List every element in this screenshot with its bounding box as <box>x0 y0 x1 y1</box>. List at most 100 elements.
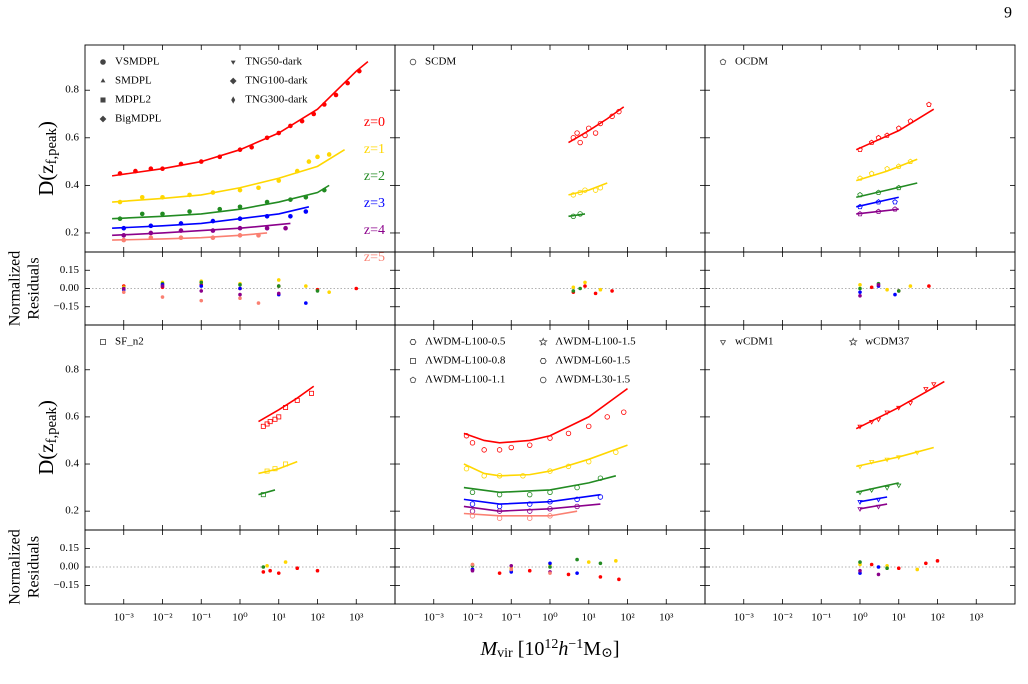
marker <box>527 568 532 573</box>
marker <box>547 499 553 505</box>
x-tick-label: 10¹ <box>582 612 596 624</box>
marker <box>121 290 126 294</box>
marker <box>858 294 862 298</box>
marker <box>575 571 579 575</box>
legend-label: SF_n2 <box>115 336 144 348</box>
y-tick-label: 0.8 <box>65 363 79 375</box>
page-number: 9 <box>1004 5 1012 22</box>
marker <box>160 295 165 299</box>
marker <box>187 192 192 198</box>
marker <box>322 102 327 107</box>
marker <box>570 213 577 220</box>
fit-line <box>856 208 899 215</box>
legend-label: ΛWDM-L100-1.1 <box>425 374 505 386</box>
marker <box>571 289 576 293</box>
label-part: M <box>583 638 601 660</box>
y-tick-label: 0.4 <box>65 458 79 470</box>
marker <box>288 197 293 202</box>
marker <box>268 568 272 573</box>
marker <box>571 285 576 290</box>
marker <box>892 199 898 205</box>
y-tick-label: 0.4 <box>65 179 79 191</box>
fit-line <box>568 106 625 144</box>
marker <box>276 284 281 288</box>
marker <box>309 390 314 396</box>
marker <box>896 483 902 489</box>
marker <box>577 139 583 146</box>
x-tick-label: 10⁰ <box>232 612 248 624</box>
marker <box>249 145 254 150</box>
label-part: vir <box>497 646 513 661</box>
marker <box>508 444 514 451</box>
legend-marker <box>538 337 548 346</box>
marker <box>264 468 270 474</box>
marker <box>148 223 154 229</box>
fit-line <box>855 380 945 430</box>
marker <box>199 284 204 288</box>
marker <box>570 135 577 141</box>
marker <box>907 401 914 406</box>
marker <box>597 185 604 191</box>
marker <box>583 284 587 288</box>
legend-label: wCDM1 <box>735 336 774 348</box>
marker <box>469 513 476 519</box>
legend-label: ΛWDM-L30-1.5 <box>555 374 630 386</box>
legend-marker <box>229 77 237 85</box>
legend-marker <box>99 115 107 123</box>
marker <box>577 211 583 217</box>
marker <box>876 572 881 577</box>
marker <box>463 433 470 439</box>
marker <box>875 497 882 503</box>
marker <box>884 410 890 416</box>
y-tick-label: 0.00 <box>60 282 80 294</box>
legend-marker <box>848 337 858 346</box>
y-tick-label: −0.15 <box>54 579 80 591</box>
marker <box>199 280 204 285</box>
y-tick-label: 0.2 <box>65 505 79 517</box>
series-label: z=3 <box>364 196 385 211</box>
x-tick-label: 10³ <box>349 612 364 624</box>
marker <box>884 165 890 172</box>
fit-line <box>463 387 628 444</box>
label-part: ] <box>613 638 620 660</box>
marker <box>896 455 902 461</box>
marker <box>178 161 184 167</box>
marker <box>117 199 123 205</box>
marker <box>884 132 890 138</box>
marker <box>927 284 931 288</box>
marker <box>283 560 288 564</box>
fit-line <box>855 108 935 151</box>
marker <box>885 563 889 568</box>
label-part: D(z <box>34 443 58 474</box>
label-part: f,peak <box>44 127 60 164</box>
residual-label: Residuals <box>26 536 43 598</box>
marker <box>322 187 327 193</box>
series-label: z=4 <box>364 223 385 238</box>
marker <box>276 571 281 575</box>
marker <box>345 80 350 86</box>
marker <box>574 484 580 491</box>
series-label: z=0 <box>364 115 385 130</box>
label-part: 12 <box>544 637 558 652</box>
marker <box>616 108 622 115</box>
fit-line <box>112 232 268 241</box>
marker <box>237 233 243 238</box>
marker <box>598 287 603 292</box>
marker <box>148 235 154 241</box>
y-tick-label: 0.2 <box>65 226 79 238</box>
marker <box>198 159 204 164</box>
marker <box>210 228 216 233</box>
marker <box>875 189 882 195</box>
legend-label: TNG300-dark <box>245 94 308 106</box>
legend-marker <box>540 376 547 384</box>
marker <box>857 424 863 430</box>
marker <box>884 457 890 463</box>
x-tick-label: 10⁰ <box>542 612 558 624</box>
marker <box>210 218 216 224</box>
y-tick-label: 0.6 <box>65 131 79 143</box>
marker <box>586 560 591 564</box>
marker <box>875 208 882 214</box>
marker <box>598 561 603 566</box>
